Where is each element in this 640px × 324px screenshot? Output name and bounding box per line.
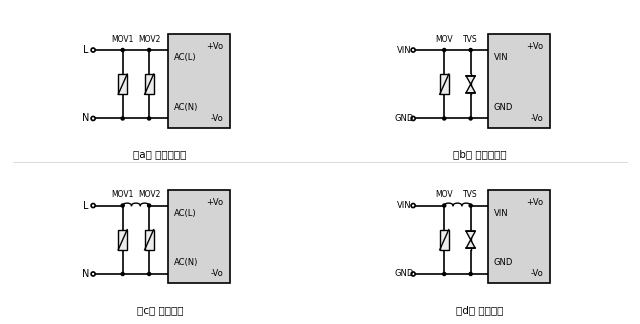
Circle shape <box>121 272 124 275</box>
Text: +Vo: +Vo <box>207 42 224 51</box>
Circle shape <box>443 272 446 275</box>
Text: AC(L): AC(L) <box>174 53 196 62</box>
Circle shape <box>148 272 150 275</box>
Text: GND: GND <box>494 258 513 267</box>
Text: （c） 推荐应用: （c） 推荐应用 <box>137 305 183 315</box>
Text: AC(N): AC(N) <box>174 103 198 112</box>
Text: AC(N): AC(N) <box>174 258 198 267</box>
Text: GND: GND <box>494 103 513 112</box>
Text: MOV1: MOV1 <box>111 35 134 44</box>
Text: GND: GND <box>394 270 413 278</box>
Circle shape <box>443 117 446 120</box>
Text: MOV1: MOV1 <box>111 190 134 199</box>
Text: VIN: VIN <box>494 209 509 218</box>
Bar <box>145 74 154 94</box>
Bar <box>440 230 449 250</box>
Bar <box>168 190 230 283</box>
Text: （a） 不恰当应用: （a） 不恰当应用 <box>133 149 187 159</box>
Text: L: L <box>83 201 88 211</box>
Text: （b） 不恰当应用: （b） 不恰当应用 <box>453 149 507 159</box>
Text: MOV2: MOV2 <box>138 190 160 199</box>
Text: -Vo: -Vo <box>531 270 544 278</box>
Text: N: N <box>82 113 89 123</box>
Text: +Vo: +Vo <box>207 198 224 207</box>
Circle shape <box>121 204 124 207</box>
Bar <box>118 74 127 94</box>
Text: （d） 推荐应用: （d） 推荐应用 <box>456 305 504 315</box>
Text: +Vo: +Vo <box>527 198 544 207</box>
Circle shape <box>148 117 150 120</box>
Polygon shape <box>466 84 476 93</box>
Text: -Vo: -Vo <box>531 114 544 123</box>
Circle shape <box>469 49 472 52</box>
Circle shape <box>121 117 124 120</box>
Bar <box>168 34 230 128</box>
Text: GND: GND <box>394 114 413 123</box>
Bar <box>440 74 449 94</box>
Circle shape <box>469 204 472 207</box>
Text: TVS: TVS <box>463 190 478 199</box>
Text: +Vo: +Vo <box>527 42 544 51</box>
Text: -Vo: -Vo <box>211 270 224 278</box>
Bar <box>488 34 550 128</box>
Text: N: N <box>82 269 89 279</box>
Circle shape <box>443 204 446 207</box>
Bar <box>145 230 154 250</box>
Circle shape <box>148 49 150 52</box>
Circle shape <box>121 49 124 52</box>
Bar <box>118 230 127 250</box>
Text: MOV: MOV <box>435 190 453 199</box>
Circle shape <box>469 272 472 275</box>
Circle shape <box>443 49 446 52</box>
Text: MOV: MOV <box>435 35 453 44</box>
Text: L: L <box>83 45 88 55</box>
Text: TVS: TVS <box>463 35 478 44</box>
Text: AC(L): AC(L) <box>174 209 196 218</box>
Text: -Vo: -Vo <box>211 114 224 123</box>
Circle shape <box>469 117 472 120</box>
Circle shape <box>148 204 150 207</box>
Polygon shape <box>466 231 476 240</box>
Polygon shape <box>466 76 476 84</box>
Text: MOV2: MOV2 <box>138 35 160 44</box>
Text: VIN: VIN <box>397 201 411 210</box>
Polygon shape <box>466 240 476 248</box>
Text: VIN: VIN <box>494 53 509 62</box>
Bar <box>488 190 550 283</box>
Text: VIN: VIN <box>397 46 411 54</box>
